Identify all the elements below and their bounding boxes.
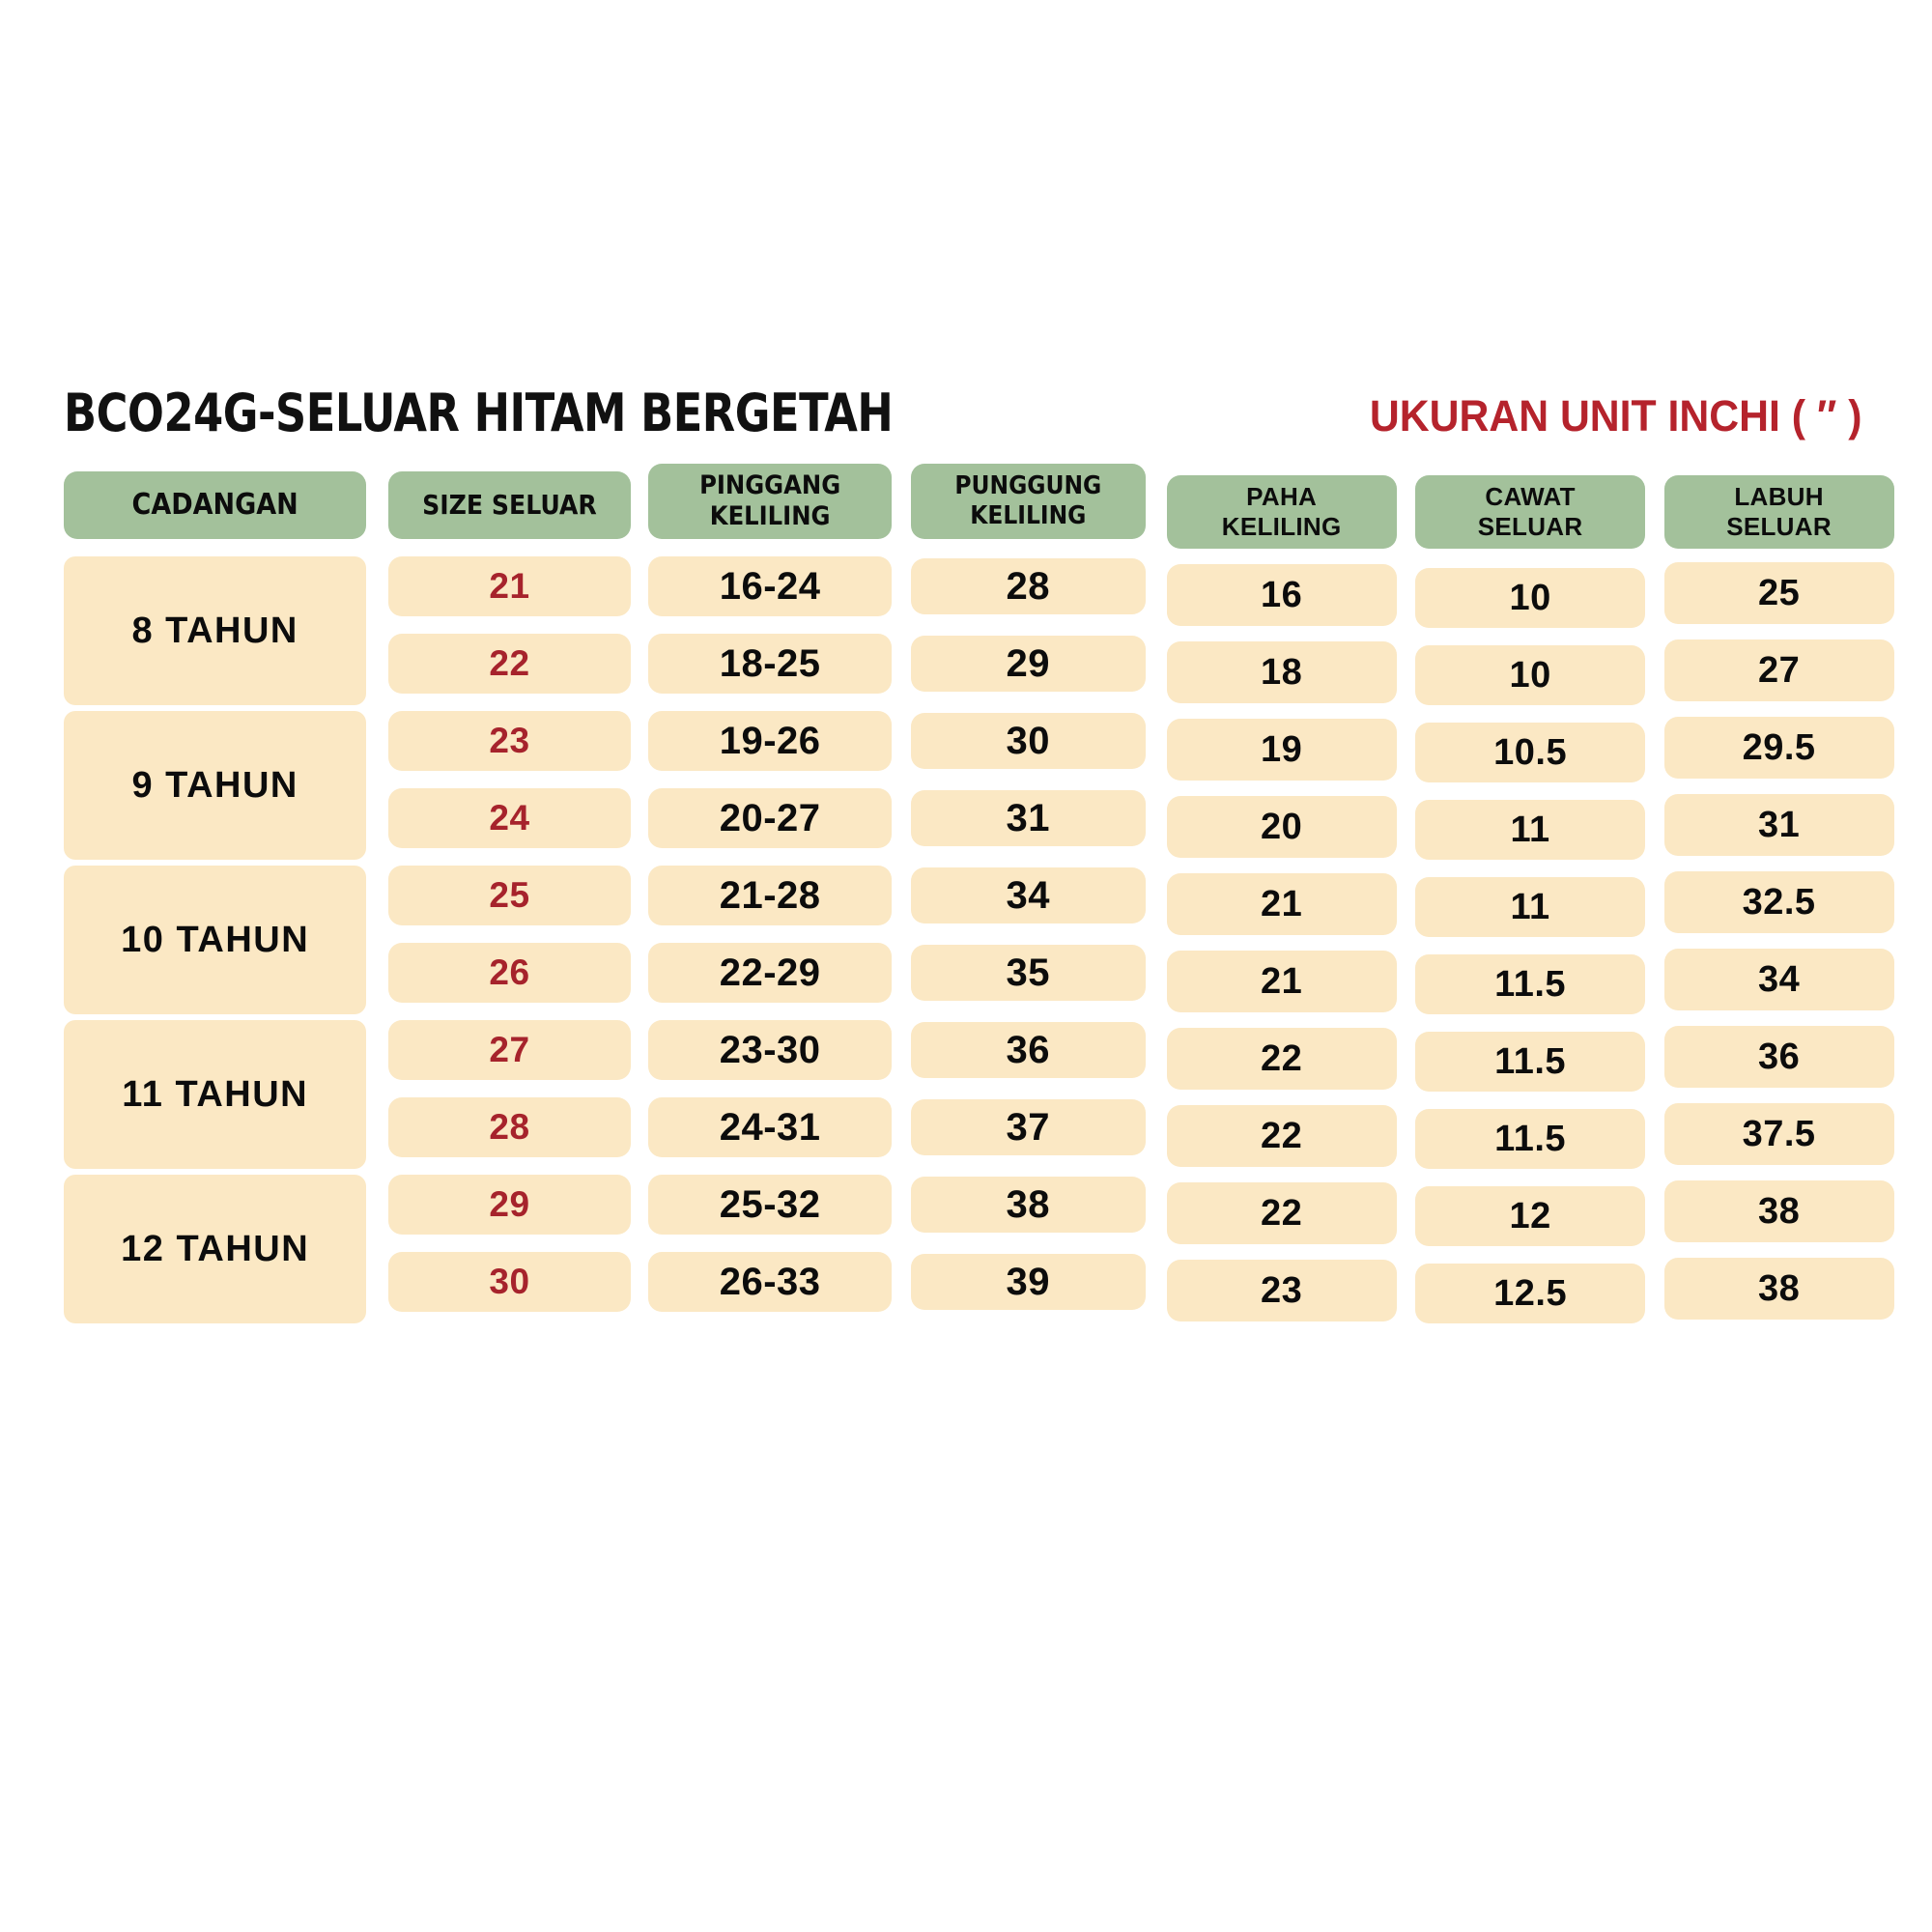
header-line: SELUAR xyxy=(1726,512,1832,541)
cell-punggung: 31 xyxy=(910,790,1146,846)
cell-size: 23 xyxy=(388,711,631,771)
cell-cawat: 11.5 xyxy=(1415,1032,1646,1092)
cell-pinggang: 25-32 xyxy=(647,1175,893,1235)
cell-labuh: 31 xyxy=(1663,794,1894,856)
header-line: PAHA xyxy=(1246,482,1318,512)
chart-title-row: BCO24G-SELUAR HITAM BERGETAH UKURAN UNIT… xyxy=(64,384,1880,454)
column-header-label: LABUH SELUAR xyxy=(1726,482,1832,541)
cell-size: 22 xyxy=(388,634,631,694)
cell-punggung: 35 xyxy=(910,945,1146,1001)
cell-punggung: 30 xyxy=(910,713,1146,769)
cell-cawat: 11 xyxy=(1415,800,1646,860)
cell-cawat: 12 xyxy=(1415,1186,1646,1246)
cell-pinggang: 18-25 xyxy=(647,634,893,694)
cell-pinggang: 21-28 xyxy=(647,866,893,925)
cell-paha: 22 xyxy=(1166,1028,1397,1090)
cell-punggung: 38 xyxy=(910,1177,1146,1233)
column-header-label: SIZE SELUAR xyxy=(422,489,597,521)
cell-cawat: 11.5 xyxy=(1415,1109,1646,1169)
cell-pinggang: 19-26 xyxy=(647,711,893,771)
column-header-paha: PAHA KELILING xyxy=(1166,475,1397,549)
column-header-pinggang: PINGGANG KELILING xyxy=(647,464,893,539)
column-header-label: PAHA KELILING xyxy=(1222,482,1342,541)
page-title: BCO24G-SELUAR HITAM BERGETAH xyxy=(64,383,894,443)
cell-punggung: 28 xyxy=(910,558,1146,614)
cell-labuh: 36 xyxy=(1663,1026,1894,1088)
cell-labuh: 25 xyxy=(1663,562,1894,624)
cell-pinggang: 26-33 xyxy=(647,1252,893,1312)
cell-punggung: 34 xyxy=(910,867,1146,923)
cell-size: 29 xyxy=(388,1175,631,1235)
cell-pinggang: 16-24 xyxy=(647,556,893,616)
header-line: KELILING xyxy=(709,501,831,531)
column-header-label: CADANGAN xyxy=(132,488,298,522)
cell-cawat: 11 xyxy=(1415,877,1646,937)
header-line: LABUH xyxy=(1734,482,1824,512)
column-header-punggung: PUNGGUNG KELILING xyxy=(910,464,1146,539)
cell-labuh: 32.5 xyxy=(1663,871,1894,933)
cell-cawat: 11.5 xyxy=(1415,954,1646,1014)
header-line: CADANGAN xyxy=(131,488,298,523)
cell-size: 27 xyxy=(388,1020,631,1080)
cell-labuh: 29.5 xyxy=(1663,717,1894,779)
cell-punggung: 39 xyxy=(910,1254,1146,1310)
header-line: KELILING xyxy=(970,501,1087,530)
header-line: KELILING xyxy=(1221,512,1342,541)
cell-paha: 23 xyxy=(1166,1260,1397,1321)
column-header-size: SIZE SELUAR xyxy=(388,471,631,539)
cell-labuh: 27 xyxy=(1663,639,1894,701)
cell-pinggang: 20-27 xyxy=(647,788,893,848)
cell-labuh: 37.5 xyxy=(1663,1103,1894,1165)
unit-note: UKURAN UNIT INCHI ( ″ ) xyxy=(1370,391,1862,440)
cell-paha: 18 xyxy=(1166,641,1397,703)
cell-paha: 21 xyxy=(1166,951,1397,1012)
cell-size: 21 xyxy=(388,556,631,616)
header-line: PUNGGUNG xyxy=(954,471,1102,501)
cell-punggung: 37 xyxy=(910,1099,1146,1155)
column-header-cadangan: CADANGAN xyxy=(64,471,367,539)
cell-pinggang: 23-30 xyxy=(647,1020,893,1080)
cell-cawat: 10 xyxy=(1415,568,1646,628)
cell-cawat: 10.5 xyxy=(1415,723,1646,782)
cell-paha: 21 xyxy=(1166,873,1397,935)
cell-punggung: 29 xyxy=(910,636,1146,692)
cell-paha: 22 xyxy=(1166,1182,1397,1244)
column-header-label: PINGGANG KELILING xyxy=(699,470,840,532)
header-line: PINGGANG xyxy=(699,470,841,501)
cell-labuh: 34 xyxy=(1663,949,1894,1010)
age-group-cell: 8 TAHUN xyxy=(64,556,367,705)
cell-size: 28 xyxy=(388,1097,631,1157)
cell-paha: 16 xyxy=(1166,564,1397,626)
column-header-label: CAWAT SELUAR xyxy=(1478,482,1583,541)
cell-cawat: 12.5 xyxy=(1415,1264,1646,1323)
header-line: SELUAR xyxy=(1477,512,1583,541)
column-header-labuh: LABUH SELUAR xyxy=(1663,475,1894,549)
cell-size: 26 xyxy=(388,943,631,1003)
cell-size: 24 xyxy=(388,788,631,848)
age-group-cell: 9 TAHUN xyxy=(64,711,367,860)
cell-paha: 22 xyxy=(1166,1105,1397,1167)
cell-pinggang: 24-31 xyxy=(647,1097,893,1157)
header-line: CAWAT xyxy=(1485,482,1576,512)
column-header-cawat: CAWAT SELUAR xyxy=(1415,475,1646,549)
age-group-cell: 12 TAHUN xyxy=(64,1175,367,1323)
cell-size: 30 xyxy=(388,1252,631,1312)
cell-cawat: 10 xyxy=(1415,645,1646,705)
cell-pinggang: 22-29 xyxy=(647,943,893,1003)
age-group-cell: 10 TAHUN xyxy=(64,866,367,1014)
cell-paha: 20 xyxy=(1166,796,1397,858)
column-header-label: PUNGGUNG KELILING xyxy=(954,471,1101,530)
age-group-cell: 11 TAHUN xyxy=(64,1020,367,1169)
cell-paha: 19 xyxy=(1166,719,1397,781)
cell-labuh: 38 xyxy=(1663,1180,1894,1242)
cell-labuh: 38 xyxy=(1663,1258,1894,1320)
cell-size: 25 xyxy=(388,866,631,925)
header-line: SIZE SELUAR xyxy=(422,489,597,522)
cell-punggung: 36 xyxy=(910,1022,1146,1078)
